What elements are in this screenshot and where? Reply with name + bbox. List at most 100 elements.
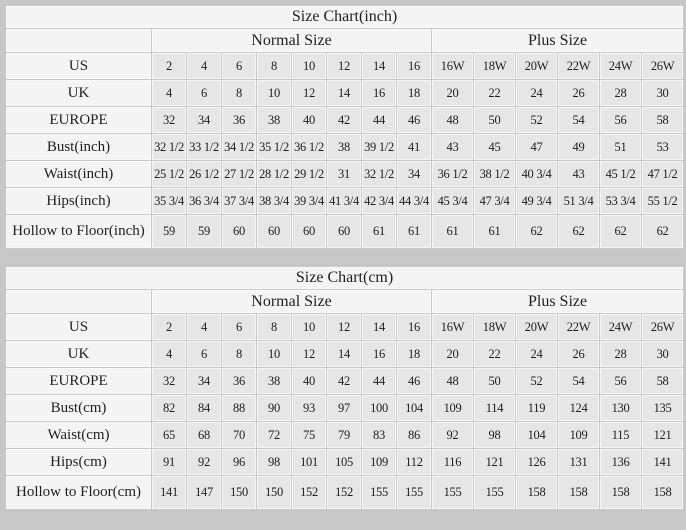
size-cell: 6 bbox=[186, 340, 222, 368]
size-cell: 98 bbox=[256, 448, 292, 476]
size-cell: 93 bbox=[291, 394, 327, 422]
size-cell: 45 1/2 bbox=[599, 160, 642, 188]
size-cell: 29 1/2 bbox=[291, 160, 327, 188]
size-cell: 40 bbox=[291, 367, 327, 395]
size-cell: 53 3/4 bbox=[599, 187, 642, 215]
size-cell: 47 3/4 bbox=[473, 187, 516, 215]
size-cell: 32 1/2 bbox=[151, 133, 187, 161]
size-cell: 30 bbox=[640, 79, 685, 107]
size-cell: 28 1/2 bbox=[256, 160, 292, 188]
size-cell: 58 bbox=[640, 367, 685, 395]
size-cell: 36 3/4 bbox=[186, 187, 222, 215]
size-cell: 91 bbox=[151, 448, 187, 476]
size-cell: 8 bbox=[221, 340, 257, 368]
chart-title: Size Chart(inch) bbox=[4, 5, 685, 29]
row-label: Waist(cm) bbox=[5, 421, 152, 449]
size-cell: 39 1/2 bbox=[361, 133, 397, 161]
size-cell: 16W bbox=[431, 52, 474, 80]
size-cell: 49 3/4 bbox=[515, 187, 558, 215]
size-cell: 2 bbox=[151, 313, 187, 341]
size-cell: 41 3/4 bbox=[326, 187, 362, 215]
size-cell: 8 bbox=[256, 313, 292, 341]
size-cell: 61 bbox=[361, 214, 397, 249]
size-cell: 152 bbox=[326, 475, 362, 510]
column-group-label: Normal Size bbox=[151, 28, 432, 53]
size-cell: 6 bbox=[221, 52, 257, 80]
size-cell: 62 bbox=[515, 214, 558, 249]
size-cell: 55 1/2 bbox=[640, 187, 685, 215]
size-cell: 65 bbox=[151, 421, 187, 449]
size-cell: 16W bbox=[431, 313, 474, 341]
size-cell: 58 bbox=[640, 106, 685, 134]
size-cell: 41 bbox=[396, 133, 432, 161]
size-cell: 52 bbox=[515, 367, 558, 395]
size-cell: 14 bbox=[326, 79, 362, 107]
size-cell: 114 bbox=[473, 394, 516, 422]
size-cell: 20 bbox=[431, 340, 474, 368]
size-cell: 20 bbox=[431, 79, 474, 107]
size-cell: 82 bbox=[151, 394, 187, 422]
size-cell: 22 bbox=[473, 340, 516, 368]
size-cell: 98 bbox=[473, 421, 516, 449]
size-cell: 158 bbox=[640, 475, 685, 510]
size-cell: 158 bbox=[599, 475, 642, 510]
size-cell: 59 bbox=[186, 214, 222, 249]
size-cell: 44 bbox=[361, 367, 397, 395]
size-cell: 45 3/4 bbox=[431, 187, 474, 215]
size-cell: 141 bbox=[640, 448, 685, 476]
size-cell: 112 bbox=[396, 448, 432, 476]
size-cell: 20W bbox=[515, 52, 558, 80]
size-cell: 54 bbox=[557, 367, 600, 395]
size-cell: 75 bbox=[291, 421, 327, 449]
size-cell: 51 bbox=[599, 133, 642, 161]
size-cell: 116 bbox=[431, 448, 474, 476]
chart-title-row: Size Chart(cm) bbox=[4, 266, 685, 290]
row-label: Bust(inch) bbox=[5, 133, 152, 161]
size-cell: 10 bbox=[256, 340, 292, 368]
size-cell: 33 1/2 bbox=[186, 133, 222, 161]
size-cell: 59 bbox=[151, 214, 187, 249]
chart-title-row: Size Chart(inch) bbox=[4, 5, 685, 29]
size-cell: 52 bbox=[515, 106, 558, 134]
size-cell: 141 bbox=[151, 475, 187, 510]
size-cell: 54 bbox=[557, 106, 600, 134]
size-cell: 40 bbox=[291, 106, 327, 134]
size-cell: 158 bbox=[557, 475, 600, 510]
size-cell: 44 3/4 bbox=[396, 187, 432, 215]
size-cell: 61 bbox=[473, 214, 516, 249]
size-cell: 22 bbox=[473, 79, 516, 107]
size-cell: 100 bbox=[361, 394, 397, 422]
size-cell: 16 bbox=[361, 79, 397, 107]
size-cell: 96 bbox=[221, 448, 257, 476]
size-cell: 109 bbox=[361, 448, 397, 476]
size-cell: 72 bbox=[256, 421, 292, 449]
size-cell: 16 bbox=[361, 340, 397, 368]
size-cell: 36 1/2 bbox=[291, 133, 327, 161]
size-cell: 155 bbox=[396, 475, 432, 510]
size-cell: 20W bbox=[515, 313, 558, 341]
size-cell: 4 bbox=[151, 340, 187, 368]
size-cell: 97 bbox=[326, 394, 362, 422]
size-cell: 24 bbox=[515, 79, 558, 107]
size-cell: 24W bbox=[599, 52, 642, 80]
size-cell: 68 bbox=[186, 421, 222, 449]
size-cell: 6 bbox=[221, 313, 257, 341]
size-cell: 50 bbox=[473, 106, 516, 134]
size-cell: 101 bbox=[291, 448, 327, 476]
size-cell: 39 3/4 bbox=[291, 187, 327, 215]
size-cell: 34 bbox=[396, 160, 432, 188]
size-cell: 150 bbox=[221, 475, 257, 510]
table-row: Hips(cm) 91 92 96 98 101 105 109 112 116 121 126 131… bbox=[5, 448, 685, 476]
size-cell: 22W bbox=[557, 52, 600, 80]
size-cell: 60 bbox=[326, 214, 362, 249]
size-cell: 10 bbox=[291, 313, 327, 341]
row-label: Hollow to Floor(cm) bbox=[5, 475, 152, 510]
column-group-label: Plus Size bbox=[430, 28, 685, 53]
column-group-label: Plus Size bbox=[430, 289, 685, 314]
size-cell: 36 bbox=[221, 106, 257, 134]
table-row: UK 4 6 8 10 12 14 16 18 20 22 24 26 28 30 bbox=[5, 340, 685, 368]
table-row: Hollow to Floor(cm) 141 147 150 150 152 152 155… bbox=[5, 475, 685, 510]
size-cell: 18W bbox=[473, 313, 516, 341]
size-cell: 42 bbox=[326, 106, 362, 134]
size-cell: 126 bbox=[515, 448, 558, 476]
